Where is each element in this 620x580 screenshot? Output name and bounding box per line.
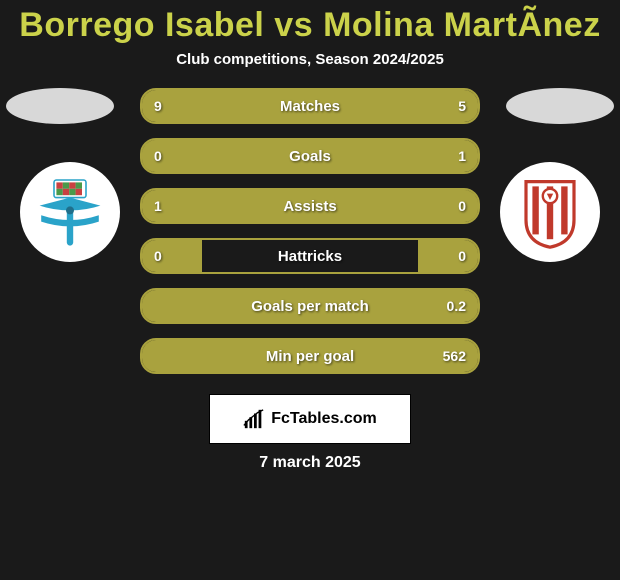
bar-fill-right	[142, 290, 478, 322]
stat-bar: 01Goals	[140, 138, 480, 174]
bar-fill-left	[142, 240, 202, 272]
team-left-badge	[20, 162, 120, 262]
brand-text: FcTables.com	[271, 410, 377, 428]
crest-left-icon	[30, 172, 110, 252]
stat-bar: 562Min per goal	[140, 338, 480, 374]
bar-fill-left	[142, 90, 357, 122]
comparison-arena: 95Matches 01Goals 10Assists 00Hattricks 0.2G…	[0, 88, 620, 378]
team-right-badge	[500, 162, 600, 262]
page-title: Borrego Isabel vs Molina MartÃ­nez	[0, 0, 620, 45]
date-text: 7 march 2025	[0, 454, 620, 472]
bar-fill-right	[418, 240, 478, 272]
stat-bar: 00Hattricks	[140, 238, 480, 274]
brand-card[interactable]: FcTables.com	[209, 394, 411, 444]
bar-fill-right	[357, 90, 478, 122]
bar-fill-right	[142, 340, 478, 372]
bar-fill-right	[142, 140, 478, 172]
stat-bars: 95Matches 01Goals 10Assists 00Hattricks 0.2G…	[140, 88, 480, 388]
crest-right-icon	[510, 172, 590, 252]
stat-bar: 95Matches	[140, 88, 480, 124]
bar-fill-right	[418, 190, 478, 222]
player-left-head	[6, 88, 114, 124]
chart-icon	[243, 408, 265, 430]
player-right-head	[506, 88, 614, 124]
stat-bar: 10Assists	[140, 188, 480, 224]
stat-bar: 0.2Goals per match	[140, 288, 480, 324]
subtitle: Club competitions, Season 2024/2025	[0, 51, 620, 68]
